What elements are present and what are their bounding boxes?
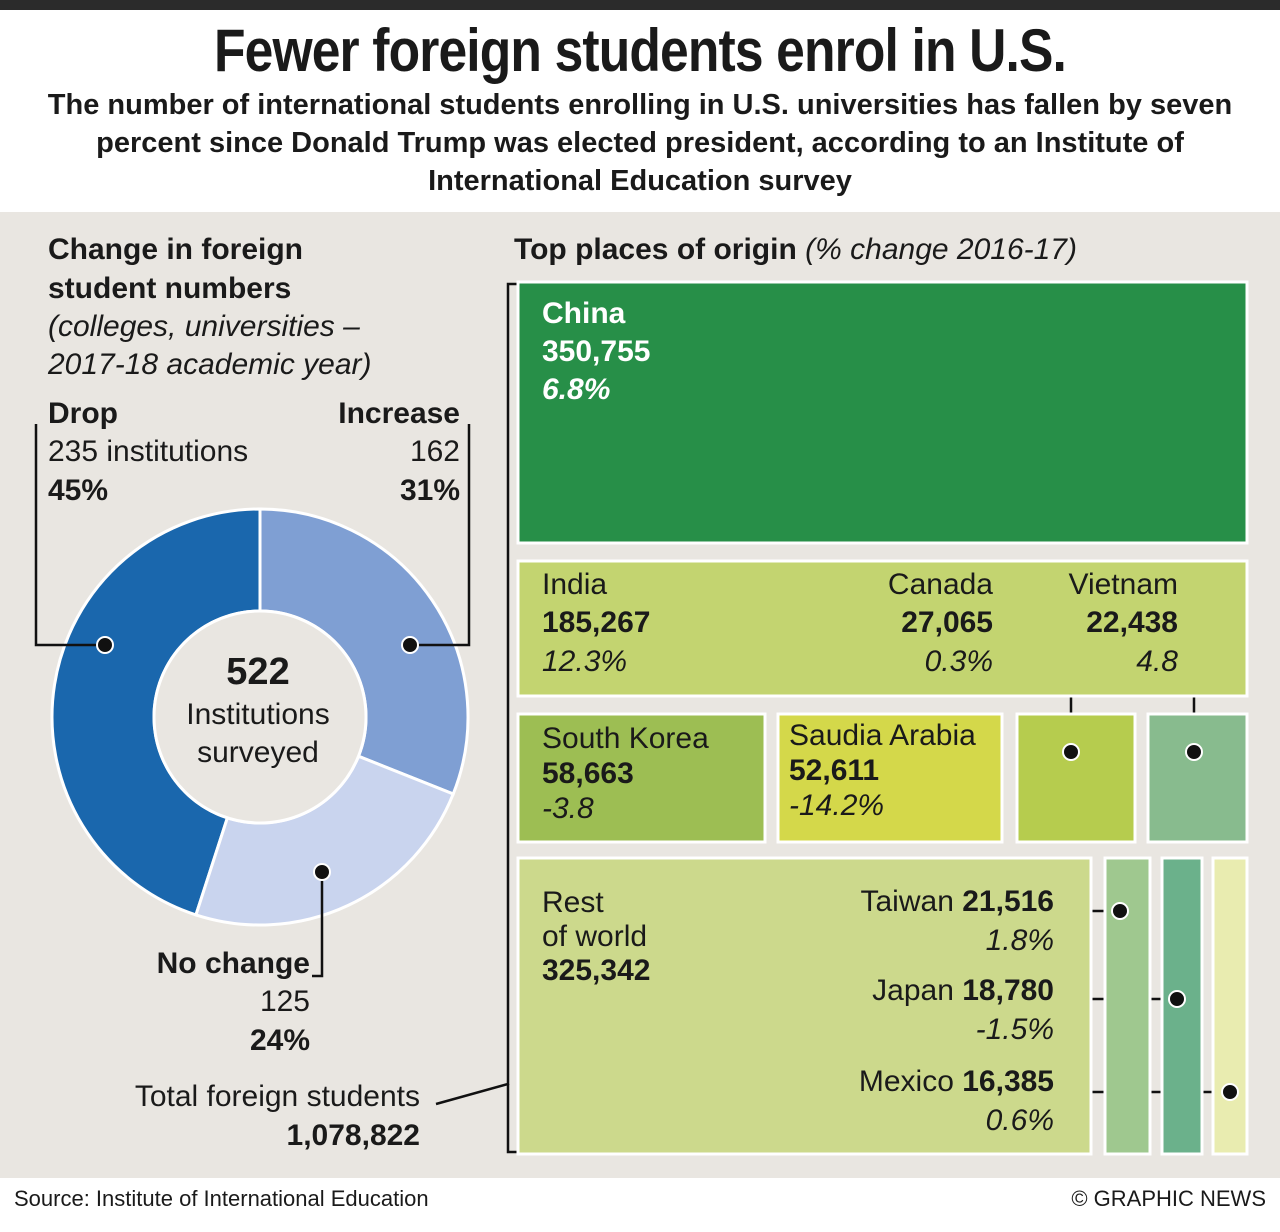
japan-name: Japan: [872, 974, 954, 1007]
japan-label: Japan 18,780: [872, 972, 1054, 1010]
canada-change: 0.3%: [924, 645, 993, 678]
japan-change: -1.5%: [975, 1013, 1054, 1046]
drop-pct: 45%: [48, 474, 109, 507]
china-box: [516, 280, 1249, 545]
south-korea-value: 58,663: [542, 757, 634, 790]
india-change: 12.3%: [542, 645, 628, 678]
taiwan-name: Taiwan: [860, 885, 954, 918]
donut-center-line1: Institutions: [186, 698, 330, 731]
chart-title: Fewer foreign students enrol in U.S.: [213, 17, 1067, 84]
no-change-count: 125: [259, 985, 310, 1018]
donut-center-value: 522: [226, 651, 290, 693]
vietnam-change: 4.8: [1136, 645, 1178, 678]
increase-count: 162: [409, 435, 460, 468]
india-box: [516, 559, 1249, 698]
rest-of-world-box: [516, 856, 1093, 1156]
chart-subtitle: The number of international students enr…: [47, 89, 1233, 197]
drop-count: 235 institutions: [48, 435, 249, 468]
total-label: Total foreign students: [134, 1080, 420, 1113]
south-korea-box: [516, 712, 767, 844]
donut-hole: [152, 609, 368, 825]
vietnam-box: [1146, 712, 1249, 844]
top-rule: [0, 0, 1280, 10]
connector-dots: [96, 636, 1239, 1101]
india-value: 185,267: [542, 606, 651, 639]
credit: © GRAPHIC NEWS: [1071, 1186, 1266, 1211]
donut-chart: [50, 507, 470, 927]
china-value: 350,755: [542, 335, 651, 368]
increase-label: Increase: [338, 397, 460, 430]
mexico-label: Mexico 16,385: [859, 1063, 1054, 1101]
increase-dot: [401, 636, 419, 654]
total-connector-line: [435, 282, 518, 1106]
mexico-dot: [1221, 1083, 1239, 1101]
canada-value: 27,065: [901, 606, 993, 639]
donut-center-line2: surveyed: [197, 736, 319, 769]
no-change-connector-line: [312, 872, 324, 978]
vietnam-value: 22,438: [1086, 606, 1178, 639]
footer: [0, 1178, 1280, 1232]
saudi-arabia-name: Saudia Arabia: [789, 719, 976, 752]
rest-of-world-value: 325,342: [542, 954, 651, 987]
india-name: India: [542, 568, 608, 601]
mexico-value: 16,385: [962, 1065, 1054, 1098]
canada-dot: [1062, 743, 1080, 761]
china-name: China: [542, 297, 626, 330]
no-change-dot: [313, 863, 331, 881]
vietnam-dot: [1185, 743, 1203, 761]
canada-name: Canada: [887, 568, 993, 601]
south-korea-change: -3.8: [542, 792, 594, 825]
south-korea-name: South Korea: [542, 722, 709, 755]
rest-of-world-name-line2: of world: [542, 920, 648, 953]
taiwan-dot: [1111, 902, 1129, 920]
mexico-box: [1211, 856, 1249, 1156]
total-bracket-bottom: [506, 1084, 518, 1154]
china-change: 6.8%: [542, 373, 611, 406]
japan-value: 18,780: [962, 974, 1054, 1007]
mexico-name: Mexico: [858, 1065, 954, 1098]
saudi-arabia-value: 52,611: [789, 754, 880, 787]
left-subheading-line2: 2017-18 academic year): [48, 348, 372, 381]
drop-label: Drop: [48, 397, 118, 430]
right-heading: Top places of origin (% change 2016-17): [514, 230, 1077, 269]
source-note: Source: Institute of International Educa…: [14, 1186, 429, 1211]
right-heading-note: (% change 2016-17): [805, 233, 1077, 266]
drop-connector-line: [34, 424, 105, 647]
taiwan-label: Taiwan 21,516: [861, 883, 1055, 921]
drop-dot: [96, 636, 114, 654]
saudi-arabia-change: -14.2%: [789, 789, 885, 822]
japan-dot: [1168, 990, 1186, 1008]
total-value: 1,078,822: [286, 1119, 420, 1152]
left-subheading-line1: (colleges, universities –: [48, 310, 360, 343]
right-heading-title: Top places of origin: [514, 233, 797, 266]
taiwan-change: 1.8%: [985, 924, 1054, 957]
taiwan-value: 21,516: [962, 885, 1054, 918]
no-change-pct: 24%: [249, 1024, 310, 1057]
increase-pct: 31%: [399, 474, 460, 507]
mexico-change: 0.6%: [985, 1104, 1054, 1137]
taiwan-box: [1103, 856, 1152, 1156]
left-heading-line2: student numbers: [48, 272, 292, 305]
left-heading-line1: Change in foreign: [48, 233, 303, 266]
vietnam-name: Vietnam: [1068, 568, 1178, 601]
increase-connector-line: [410, 424, 471, 647]
no-change-label: No change: [156, 947, 310, 980]
saudi-arabia-box: [776, 712, 1004, 844]
rest-of-world-name-line1: Rest: [542, 886, 604, 919]
canada-box: [1015, 712, 1137, 844]
